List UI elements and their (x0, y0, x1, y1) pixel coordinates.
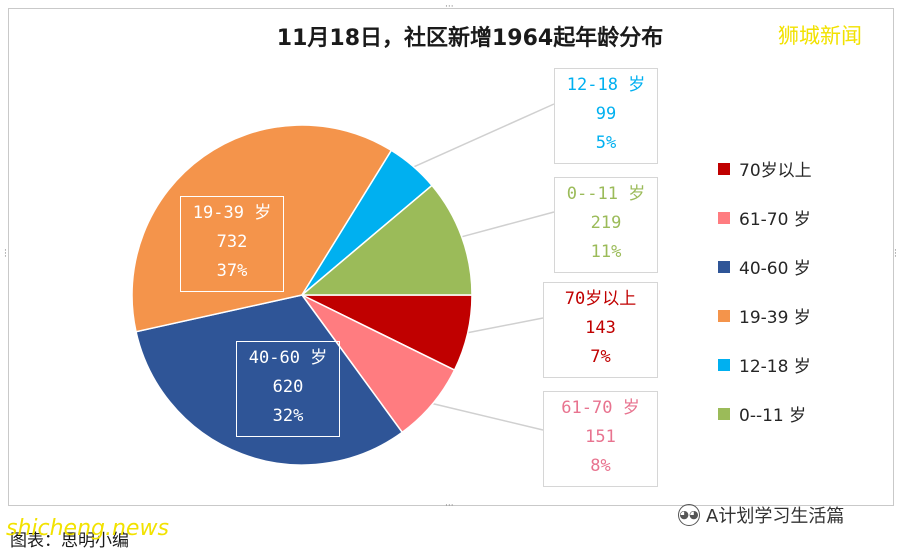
account-name: A计划学习生活篇 (706, 506, 845, 527)
callout-category: 12-18 岁 (566, 75, 646, 95)
callout-category: 61-70 岁 (561, 398, 640, 418)
callout-0-11: 0--11 岁 219 11% (554, 177, 658, 273)
legend-label: 40-60 岁 (739, 259, 811, 279)
slice-0-11 (299, 184, 473, 296)
legend-swatch (718, 260, 730, 273)
legend-item-0-11: 0--11 岁 (718, 389, 812, 438)
callout-category: 0--11 岁 (566, 184, 646, 204)
callout-percent: 11% (590, 242, 622, 262)
callout-value: 219 (590, 213, 622, 233)
callout-value: 143 (585, 318, 616, 338)
callout-70-plus: 70岁以上 143 7% (543, 282, 658, 378)
leader-line (465, 317, 544, 334)
inlabel-percent: 37% (216, 261, 248, 281)
legend-swatch (718, 211, 730, 224)
inlabel-value: 620 (272, 377, 304, 397)
wechat-icon: ◕◕ (678, 504, 700, 526)
legend-swatch (718, 309, 730, 322)
callout-61-70: 61-70 岁 151 8% (543, 391, 658, 487)
watermark-top: 狮城新闻 (778, 24, 862, 48)
legend-label: 12-18 岁 (739, 357, 811, 377)
leader-line (459, 211, 555, 239)
inlabel-percent: 32% (272, 406, 304, 426)
callout-percent: 5% (595, 133, 617, 153)
leader-line (411, 103, 555, 169)
resize-handle-right[interactable]: · · · (894, 246, 897, 262)
callout-category: 70岁以上 (564, 289, 637, 309)
legend-label: 70岁以上 (739, 161, 812, 181)
legend-swatch (718, 162, 730, 175)
resize-handle-top[interactable]: ··· (445, 2, 454, 12)
watermark-bottom: shicheng.news (6, 516, 169, 541)
callout-percent: 7% (590, 347, 611, 367)
legend-item-40-60: 40-60 岁 (718, 242, 812, 291)
callout-value: 151 (585, 427, 616, 447)
resize-handle-bottom[interactable]: ··· (445, 501, 454, 511)
legend-item-12-18: 12-18 岁 (718, 340, 812, 389)
inlabel-category: 19-39 岁 (192, 203, 272, 223)
inlabel-value: 732 (216, 232, 248, 252)
account-badge: ◕◕ A计划学习生活篇 (678, 502, 844, 528)
legend-item-19-39: 19-39 岁 (718, 291, 812, 340)
inlabel-40-60: 40-60 岁 620 32% (236, 341, 340, 437)
source-note: 图表：思明小编 (10, 531, 129, 551)
slice-19-39 (131, 124, 393, 333)
legend-label: 19-39 岁 (739, 308, 811, 328)
chart-title: 11月18日，社区新增1964起年龄分布 (276, 26, 664, 51)
legend-item-70-plus: 70岁以上 (718, 144, 812, 193)
legend: 70岁以上 61-70 岁 40-60 岁 19-39 岁 12-18 岁 0-… (718, 144, 812, 438)
leader-lines (411, 103, 555, 431)
legend-label: 0--11 岁 (739, 406, 807, 426)
leader-line (430, 402, 544, 431)
resize-handle-left[interactable]: · · · (4, 246, 7, 262)
callout-percent: 8% (590, 456, 611, 476)
inlabel-category: 40-60 岁 (248, 348, 328, 368)
inlabel-19-39: 19-39 岁 732 37% (180, 196, 284, 292)
legend-label: 61-70 岁 (739, 210, 811, 230)
callout-12-18: 12-18 岁 99 5% (554, 68, 658, 164)
callout-value: 99 (595, 104, 617, 124)
slice-40-60 (135, 294, 404, 466)
pie-slices (131, 124, 473, 466)
legend-swatch (718, 358, 730, 371)
legend-swatch (718, 407, 730, 420)
legend-item-61-70: 61-70 岁 (718, 193, 812, 242)
